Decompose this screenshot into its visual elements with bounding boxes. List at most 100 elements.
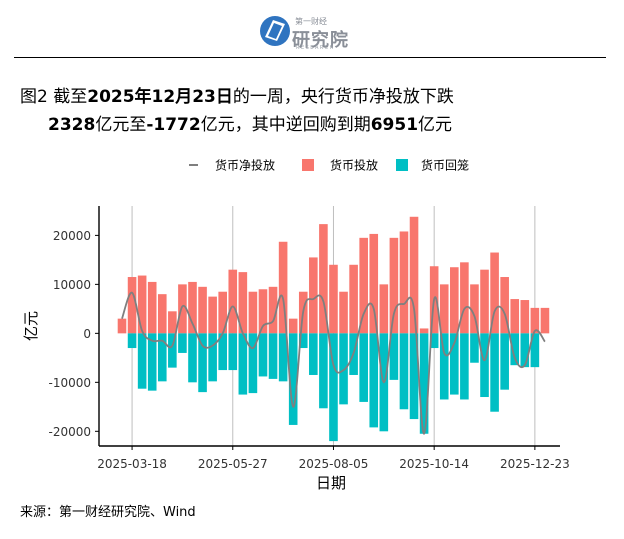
injection-bar [359, 237, 368, 334]
withdrawal-bar [309, 333, 318, 375]
injection-bar [188, 281, 197, 334]
y-tick-label: -20000 [48, 425, 91, 439]
injection-bar [258, 289, 268, 334]
injection-bar [540, 307, 550, 334]
y-tick-label: -10000 [48, 376, 91, 390]
logo-emblem-icon [260, 16, 290, 46]
injection-bar [510, 299, 520, 334]
injection-bar [379, 284, 389, 334]
injection-bar [520, 300, 530, 334]
withdrawal-bar [480, 333, 489, 398]
logo-main-text: 研究院 [292, 30, 349, 51]
withdrawal-bar [470, 333, 479, 363]
withdrawal-bar [339, 333, 348, 405]
withdrawal-bar [127, 333, 137, 349]
injection-bar [198, 286, 207, 334]
injection-bar [288, 318, 298, 334]
y-tick-label: 20000 [53, 229, 91, 243]
withdrawal-bar [137, 333, 147, 389]
withdrawal-bar [439, 333, 449, 400]
injection-bar [137, 275, 147, 334]
injection-bar [168, 311, 177, 334]
withdrawal-bar [168, 333, 177, 368]
withdrawal-bar [359, 333, 368, 402]
title-text-f: 亿元 [418, 115, 453, 135]
injection-bar [460, 262, 469, 334]
net-injection-line [121, 291, 546, 435]
x-tick-label: 2025-03-18 [97, 457, 167, 471]
injection-bar [218, 291, 227, 334]
legend-withdrawal-swatch [396, 159, 408, 171]
injection-bar [389, 237, 399, 334]
withdrawal-bar [147, 333, 157, 391]
withdrawal-bar [258, 333, 268, 377]
withdrawal-bar [319, 333, 328, 409]
withdrawal-bar [228, 333, 238, 371]
withdrawal-bar [298, 333, 308, 349]
withdrawal-bar [460, 333, 469, 400]
withdrawal-bar [278, 333, 288, 382]
withdrawal-bar [429, 333, 439, 349]
withdrawal-bar [208, 333, 217, 382]
source-note: 来源：第一财经研究院、Wind [20, 505, 196, 520]
injection-bar [238, 272, 248, 334]
legend-net-label: 货币净投放 [215, 158, 275, 173]
logo: 第一财经 研究院 RESEARCH [258, 8, 368, 52]
injection-bar [450, 267, 459, 334]
legend-injection-label: 货币投放 [330, 158, 378, 173]
title-date: 2025年12月23日 [87, 87, 233, 107]
injection-bar [147, 281, 157, 334]
x-tick-label: 2025-10-14 [399, 457, 469, 471]
title-value-a: 2328 [48, 115, 96, 135]
title-value-c: -1772 [146, 115, 201, 135]
withdrawal-bar [450, 333, 459, 395]
injection-bar [157, 294, 167, 334]
injection-bar [399, 231, 409, 334]
withdrawal-bar [248, 333, 258, 394]
withdrawal-bar [329, 333, 338, 442]
x-tick-label: 2025-12-23 [500, 457, 570, 471]
injection-bar [530, 307, 540, 334]
injection-bar [419, 328, 429, 334]
logo-english-text: RESEARCH [296, 45, 335, 51]
withdrawal-bar [288, 333, 298, 425]
title-text-b: 亿元至 [95, 115, 147, 135]
injection-bar [319, 224, 328, 334]
withdrawal-bar [369, 333, 379, 428]
title-suffix: 的一周，央行货币净投放下跌 [232, 87, 454, 107]
withdrawal-bar [520, 333, 530, 368]
injection-bar [228, 269, 238, 334]
injection-bar [409, 216, 419, 334]
x-axis-label: 日期 [316, 474, 346, 492]
header-divider [14, 57, 606, 58]
withdrawal-bar [419, 333, 429, 434]
legend-injection-swatch [302, 159, 314, 171]
injection-bar [309, 257, 318, 334]
y-tick-label: 0 [83, 327, 91, 341]
title-prefix: 图2 截至 [20, 87, 88, 107]
x-tick-label: 2025-05-27 [198, 457, 268, 471]
injection-bar [208, 296, 217, 334]
y-axis-label: 亿元 [22, 311, 40, 341]
withdrawal-bar [530, 333, 540, 368]
withdrawal-bar [198, 333, 207, 393]
withdrawal-bar [409, 333, 419, 420]
injection-bar [127, 277, 137, 334]
logo-small-text: 第一财经 [295, 17, 327, 26]
withdrawal-bar [399, 333, 409, 410]
withdrawal-bar [500, 333, 509, 390]
injection-bar [470, 284, 479, 334]
injection-bar [268, 286, 278, 334]
injection-bar [490, 252, 499, 334]
y-tick-label: 10000 [53, 278, 91, 292]
injection-bar [178, 284, 187, 334]
withdrawal-bar [218, 333, 227, 371]
injection-bar [369, 233, 379, 334]
injection-bar [480, 269, 489, 334]
withdrawal-bar [178, 333, 187, 353]
chart-title-line1: 图2 截至2025年12月23日的一周，央行货币净投放下跌 [20, 82, 454, 107]
injection-bar [248, 291, 258, 334]
withdrawal-bar [268, 333, 278, 379]
injection-bar [278, 241, 288, 334]
injection-bar [339, 291, 348, 334]
